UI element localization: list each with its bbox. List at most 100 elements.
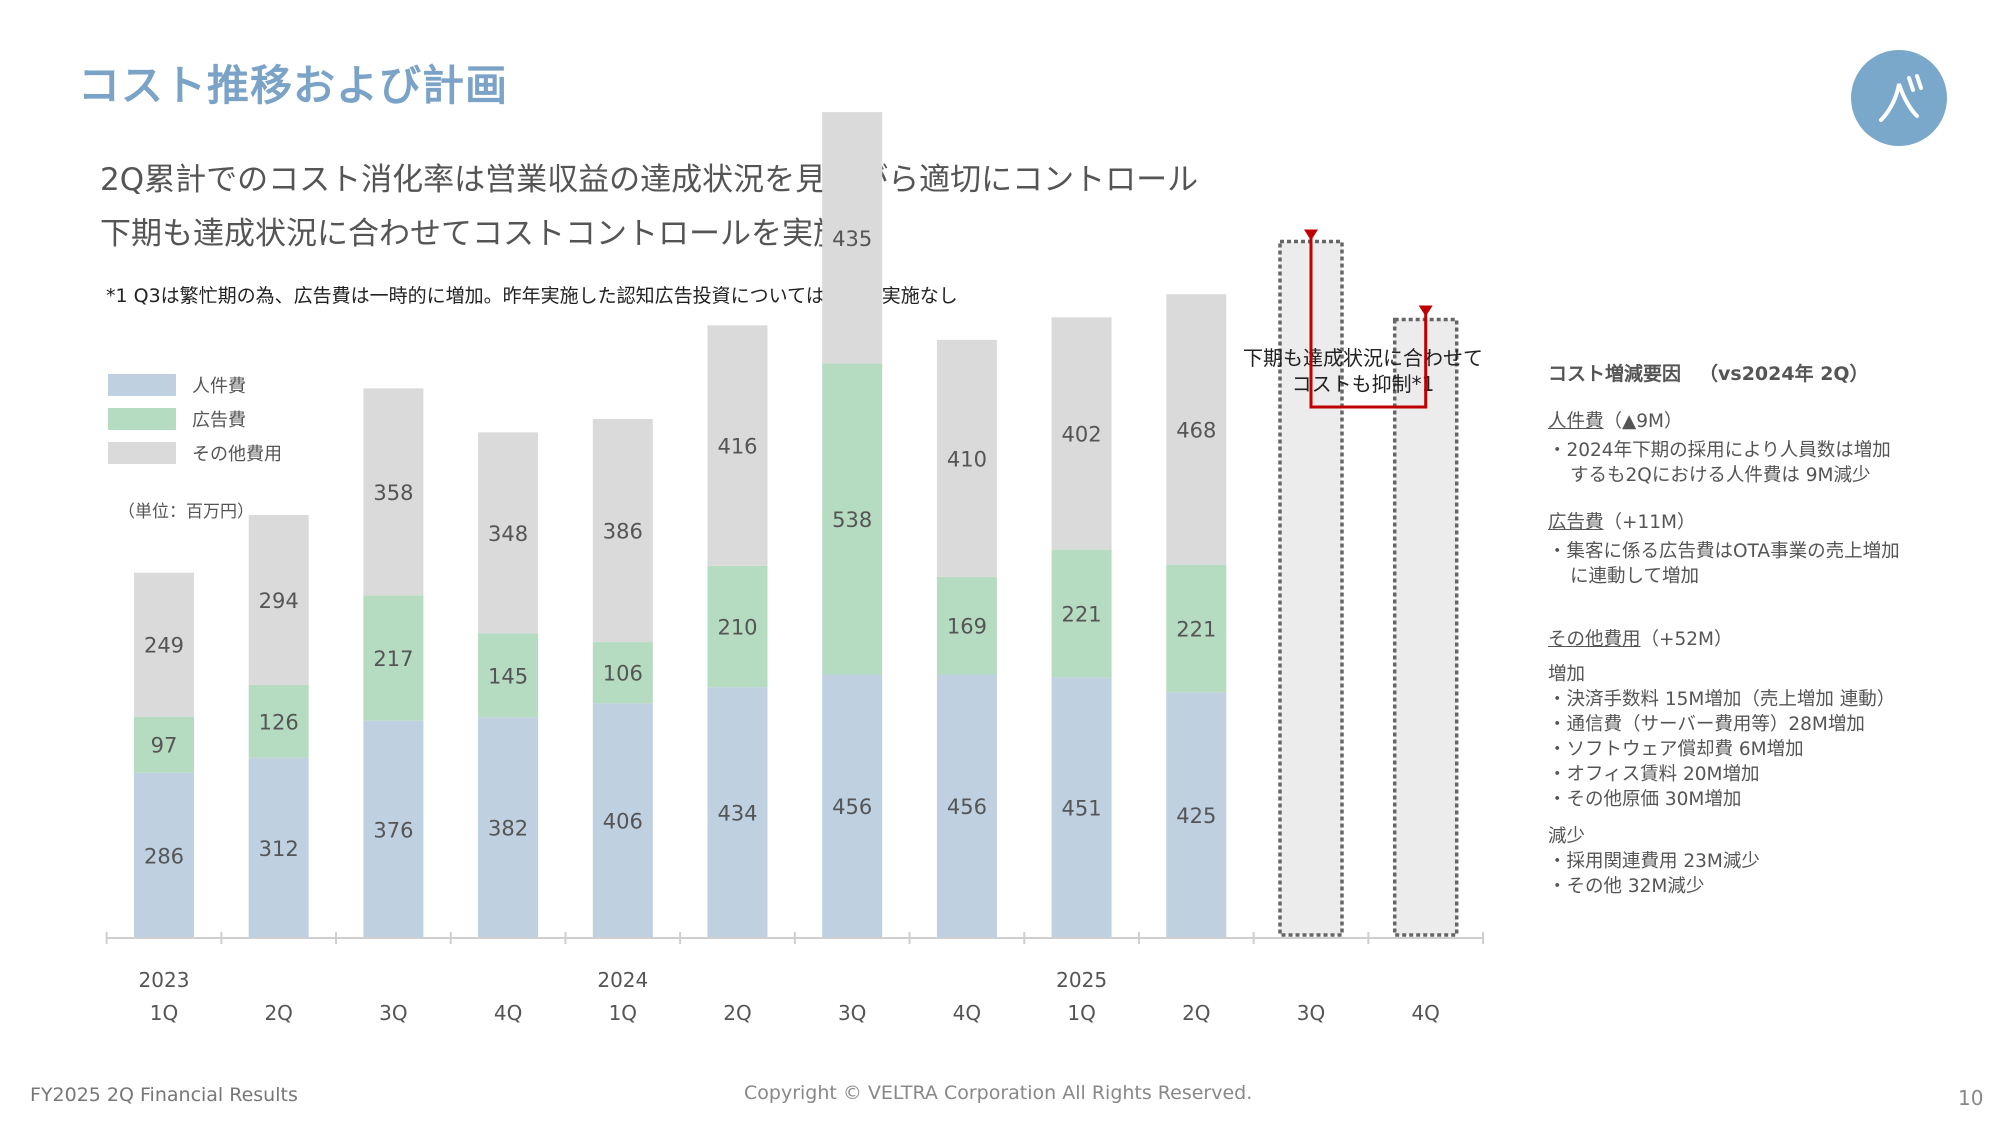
- bar-value-label: 402: [1062, 422, 1102, 446]
- logo-mark-icon: [1879, 74, 1923, 122]
- bar-value-label: 376: [373, 818, 413, 842]
- legend-swatch: [108, 442, 176, 464]
- factor-advertising-delta: （+11M）: [1603, 512, 1696, 533]
- x-tick-label: 4Q: [494, 1001, 522, 1025]
- factors-heading-note: （vs2024年 2Q）: [1699, 363, 1869, 385]
- bar-value-label: 456: [832, 795, 872, 819]
- x-tick-label: 1Q: [150, 1001, 178, 1025]
- factor-other-increase-item: ・その他原価 30M増加: [1548, 789, 1742, 810]
- factor-advertising: 広告費（+11M） ・集客に係る広告費はOTA事業の売上増加 に連動して増加: [1548, 510, 1988, 589]
- footnote: *1 Q3は繁忙期の為、広告費は一時的に増加。昨年実施した認知広告投資については…: [106, 285, 958, 307]
- bar-segment: [936, 339, 997, 577]
- subtitle-line-1: 2Q累計でのコスト消化率は営業収益の達成状況を見ながら適切にコントロール: [100, 162, 1199, 198]
- bar-value-label: 126: [259, 710, 299, 734]
- bar-segment: [822, 363, 883, 675]
- bar-segment: [363, 595, 424, 721]
- bar-value-label: 406: [603, 810, 643, 834]
- bar-value-label: 425: [1176, 804, 1216, 828]
- x-tick-label: 1Q: [609, 1001, 637, 1025]
- callout-arrowhead: [1304, 229, 1318, 241]
- bar-segment: [134, 716, 194, 773]
- bar-value-label: 169: [947, 615, 987, 639]
- factor-other: その他費用（+52M） 増加 ・決済手数料 15M増加（売上増加 連動） ・通信…: [1548, 627, 1988, 899]
- factor-advertising-label: 広告費: [1548, 512, 1604, 533]
- bar-segment: [822, 674, 883, 938]
- factor-other-increase-item: ・オフィス賃料 20M増加: [1548, 764, 1760, 785]
- factors-heading-text: コスト増減要因: [1548, 363, 1682, 385]
- x-tick-label: 2Q: [723, 1001, 751, 1025]
- bar-value-label: 468: [1176, 418, 1216, 442]
- bar-value-label: 312: [259, 837, 299, 861]
- bar-segment: [1166, 294, 1227, 565]
- x-year-label: 2024: [597, 968, 648, 992]
- unit-label: （単位：百万円）: [118, 502, 254, 522]
- bar-segment: [478, 717, 539, 938]
- bar-value-label: 286: [144, 844, 184, 868]
- bar-value-label: 451: [1062, 797, 1102, 821]
- cost-stacked-bar-chart: 286 97 249 312 126 294 376 217 358 382 145 348 406 10…: [105, 112, 1485, 1025]
- bar-value-label: 221: [1176, 618, 1216, 642]
- bar-segment: [1051, 677, 1112, 938]
- bar-value-label: 538: [832, 508, 872, 532]
- bar-segment: [707, 687, 768, 938]
- bar-segment: [1051, 549, 1112, 678]
- bar-segment: [1051, 317, 1112, 550]
- x-tick-label: 2Q: [264, 1001, 292, 1025]
- bar-segment: [478, 432, 539, 634]
- factors-heading: コスト増減要因 （vs2024年 2Q）: [1548, 362, 1988, 387]
- bar-value-label: 416: [717, 435, 757, 459]
- x-tick-label: 1Q: [1067, 1001, 1095, 1025]
- factor-personnel-label: 人件費: [1548, 411, 1604, 432]
- x-year-label: 2023: [139, 968, 190, 992]
- legend-swatch: [108, 374, 176, 396]
- factor-other-decrease-item: ・その他 32M減少: [1548, 876, 1705, 897]
- factor-other-delta: （+52M）: [1640, 629, 1733, 650]
- bar-segment: [248, 684, 309, 758]
- factor-personnel-item-line1: ・2024年下期の採用により人員数は増加: [1548, 440, 1891, 461]
- factor-other-decrease-title: 減少: [1548, 826, 1586, 847]
- x-year-label: 2025: [1056, 968, 1107, 992]
- footer-page-number: 10: [1958, 1086, 1984, 1110]
- bar-value-label: 106: [603, 662, 643, 686]
- bar-segment: [592, 703, 653, 938]
- x-tick-label: 2Q: [1182, 1001, 1210, 1025]
- bar-value-label: 217: [373, 647, 413, 671]
- bar-value-label: 358: [373, 481, 413, 505]
- callout-arrowhead: [1418, 305, 1433, 317]
- page-title: コスト推移および計画: [78, 61, 509, 110]
- bar-segment: [248, 757, 309, 938]
- bar-segment: [134, 772, 194, 938]
- bar-value-label: 386: [603, 520, 643, 544]
- bar-value-label: 382: [488, 817, 528, 841]
- factor-other-increase-title: 増加: [1548, 664, 1586, 685]
- footer-copyright: Copyright © VELTRA Corporation All Right…: [744, 1082, 1253, 1104]
- cost-factors-panel: コスト増減要因 （vs2024年 2Q） 人件費（▲9M） ・2024年下期の採用…: [1548, 362, 1988, 921]
- bar-value-label: 97: [151, 734, 178, 758]
- bar-segment: [478, 633, 539, 718]
- bar-value-label: 435: [832, 227, 872, 251]
- bar-segment: [1166, 692, 1227, 938]
- bar-segment: [936, 674, 997, 938]
- x-tick-label: 4Q: [953, 1001, 981, 1025]
- x-tick-label: 4Q: [1411, 1001, 1439, 1025]
- bar-segment: [936, 576, 997, 675]
- bar-segment: [707, 565, 768, 688]
- bar-value-label: 294: [259, 589, 299, 613]
- planned-bar: [1392, 317, 1459, 937]
- factor-personnel-delta: （▲9M）: [1603, 411, 1683, 432]
- footer-report-name: FY2025 2Q Financial Results: [30, 1084, 298, 1106]
- bar-segment: [363, 388, 424, 596]
- bar-value-label: 434: [717, 802, 757, 826]
- factor-other-increase-item: ・ソフトウェア償却費 6M増加: [1548, 739, 1804, 760]
- factor-advertising-item-line1: ・集客に係る広告費はOTA事業の売上増加: [1548, 541, 1900, 562]
- bar-segment: [1166, 564, 1227, 693]
- bar-segment: [592, 419, 653, 643]
- factor-other-decrease-item: ・採用関連費用 23M減少: [1548, 851, 1760, 872]
- bar-value-label: 348: [488, 522, 528, 546]
- factor-personnel: 人件費（▲9M） ・2024年下期の採用により人員数は増加 するも2Qにおける人…: [1548, 409, 1988, 488]
- subtitle-line-2: 下期も達成状況に合わせてコストコントロールを実施: [100, 216, 844, 252]
- bar-segment: [248, 514, 309, 685]
- factor-advertising-item-line2: に連動して増加: [1570, 566, 1699, 587]
- factor-personnel-item-line2: するも2Qにおける人件費は 9M減少: [1570, 465, 1871, 486]
- callout-bracket-line: [1309, 233, 1428, 409]
